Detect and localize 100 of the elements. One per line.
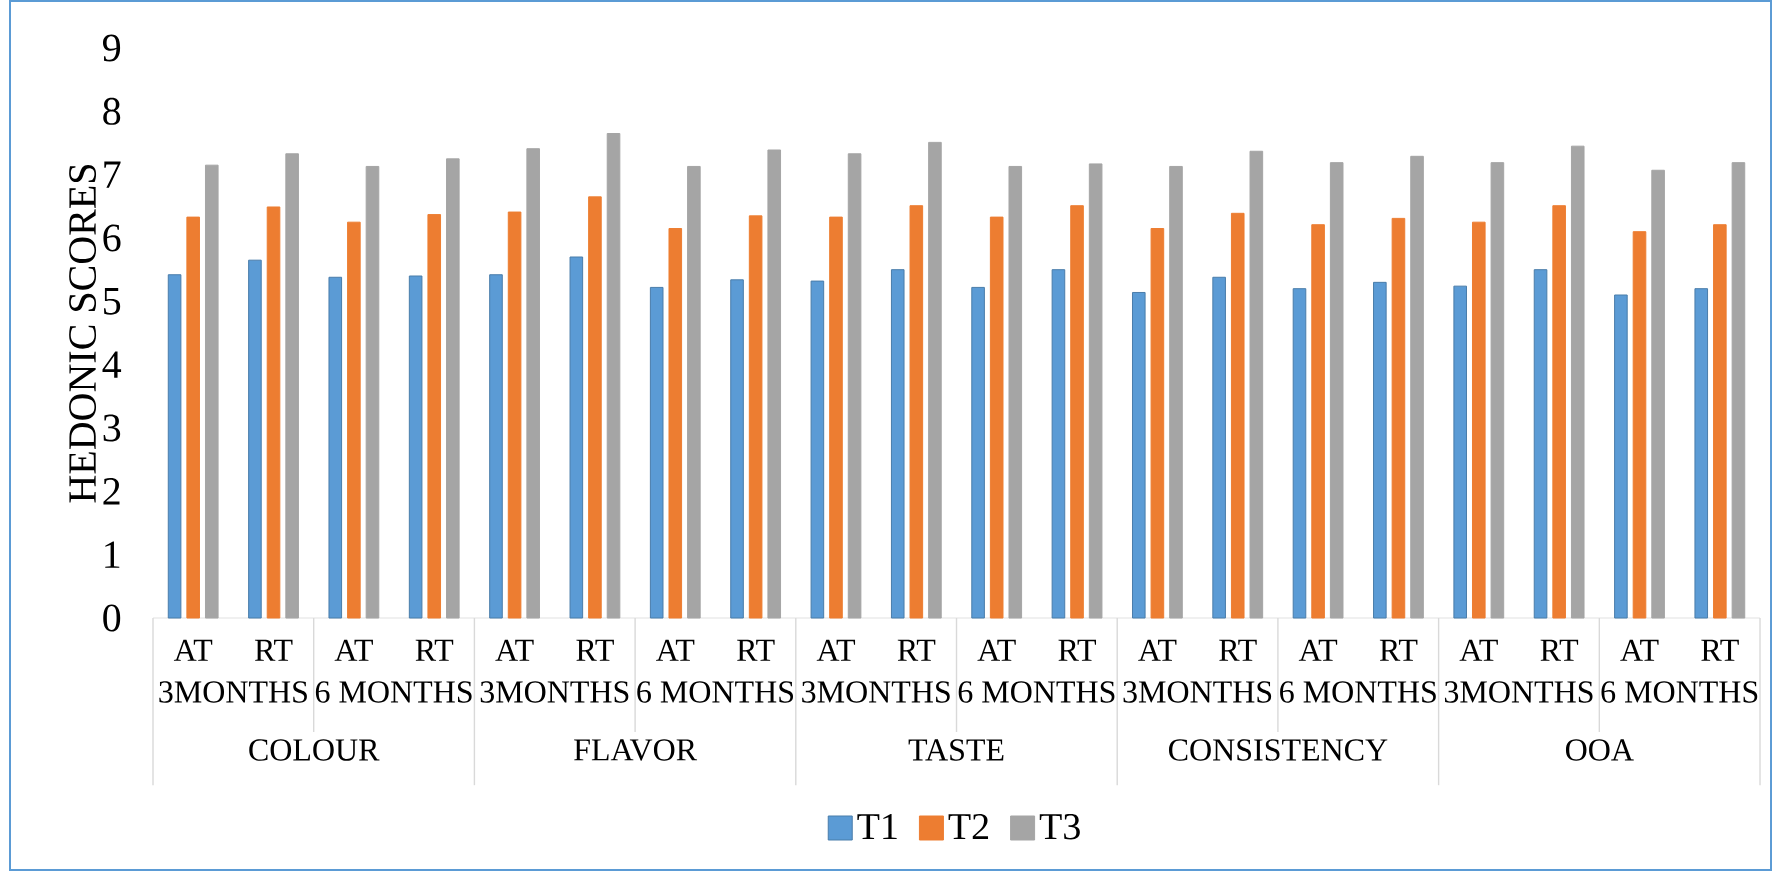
- text: 3MONTHS: [1123, 681, 1272, 703]
- text: 3MONTHS: [159, 681, 307, 703]
- bar: [971, 286, 985, 619]
- bar: [1230, 212, 1245, 619]
- bar: [649, 286, 664, 619]
- y-tick-label: 2: [103, 478, 120, 505]
- bar: [569, 256, 584, 619]
- bar: [1713, 224, 1727, 619]
- x-tick-label: AT: [1298, 639, 1338, 661]
- bar: [446, 158, 460, 619]
- bar: [1391, 217, 1406, 619]
- bar: [408, 275, 423, 619]
- x-tick-label: RT: [576, 639, 614, 661]
- bar: [1150, 228, 1165, 619]
- x-tick-label: AT: [495, 639, 534, 661]
- bar: [186, 216, 200, 619]
- bar: [507, 211, 522, 619]
- bar: [1410, 155, 1424, 619]
- y-tick-label: 3: [103, 414, 121, 442]
- x-tick-label: RT: [1219, 639, 1257, 661]
- bar: [1131, 291, 1146, 619]
- bar: [347, 221, 361, 619]
- x-tick-label: RT: [897, 639, 936, 661]
- legend-label: T1: [857, 813, 897, 840]
- text: FLAVOR: [574, 739, 698, 761]
- bar: [1212, 276, 1226, 619]
- bar: [1008, 165, 1023, 619]
- bar: [847, 153, 862, 619]
- bar: [1552, 205, 1566, 619]
- x-tick-label: AT: [334, 639, 373, 661]
- x-tick-label: AT: [173, 639, 213, 661]
- text: 6 MONTHS: [1280, 681, 1436, 703]
- bar: [748, 215, 763, 619]
- bar: [909, 205, 924, 619]
- y-tick-label: 9: [102, 34, 121, 62]
- y-tick-label: 6: [103, 224, 121, 252]
- bar: [328, 276, 343, 619]
- text: 6 MONTHS: [637, 681, 794, 703]
- y-tick-label: 1: [105, 541, 120, 568]
- text: CONSISTENCY: [1168, 739, 1388, 761]
- bar: [1731, 162, 1746, 619]
- text: 6 MONTHS: [1601, 681, 1758, 703]
- text: COLOUR: [249, 739, 380, 761]
- bar: [810, 280, 825, 619]
- x-tick-label: AT: [656, 639, 695, 661]
- bar: [1088, 163, 1103, 619]
- y-tick-label: 0: [103, 604, 121, 632]
- y-tick-label: 7: [104, 161, 121, 188]
- bar: [829, 216, 843, 619]
- x-tick-label: RT: [1058, 639, 1097, 661]
- text: 6 MONTHS: [958, 681, 1115, 703]
- bar: [1051, 269, 1066, 619]
- x-tick-label: RT: [415, 639, 454, 661]
- text: 6 MONTHS: [315, 681, 472, 703]
- legend-label: T3: [1039, 813, 1080, 840]
- y-tick-label: 8: [103, 97, 121, 125]
- bar: [989, 216, 1004, 619]
- bar: [1453, 285, 1467, 619]
- bar: [266, 206, 281, 619]
- bar: [928, 141, 942, 619]
- bar: [767, 149, 782, 619]
- y-axis-title: HEDONIC SCORES: [69, 164, 97, 503]
- bar: [890, 269, 905, 619]
- bar: [1070, 205, 1084, 619]
- text: 3MONTHS: [1444, 681, 1593, 703]
- x-tick-label: AT: [1138, 639, 1177, 661]
- bar: [588, 196, 602, 619]
- bar: [204, 164, 219, 619]
- bar: [730, 279, 744, 619]
- bar: [1471, 221, 1486, 619]
- bar: [1632, 231, 1647, 619]
- y-tick-label: 4: [102, 351, 122, 378]
- bar: [1329, 162, 1344, 619]
- x-tick-label: RT: [254, 639, 293, 661]
- bar: [1533, 269, 1548, 619]
- bar: [365, 165, 380, 619]
- x-tick-label: RT: [1701, 639, 1739, 661]
- bar: [687, 165, 701, 619]
- bar: [606, 133, 621, 619]
- text: 3MONTHS: [480, 681, 629, 703]
- x-tick-label: AT: [1620, 639, 1659, 661]
- bar: [1292, 288, 1307, 619]
- x-tick-label: AT: [1459, 639, 1498, 661]
- bar: [248, 259, 262, 619]
- y-tick-label: 5: [104, 288, 121, 315]
- x-tick-label: AT: [977, 639, 1016, 661]
- bar: [1614, 294, 1628, 619]
- bar: [526, 148, 540, 619]
- bar: [1651, 169, 1665, 619]
- bar: [1373, 281, 1387, 619]
- x-tick-label: RT: [1379, 639, 1418, 661]
- text: OOA: [1565, 739, 1634, 761]
- bar: [1570, 145, 1585, 619]
- bar: [1694, 288, 1709, 619]
- bar: [285, 153, 299, 619]
- bar: [489, 274, 503, 619]
- bar: [167, 274, 182, 619]
- bar: [668, 228, 683, 619]
- bar: [427, 214, 442, 619]
- bar: [1169, 165, 1183, 619]
